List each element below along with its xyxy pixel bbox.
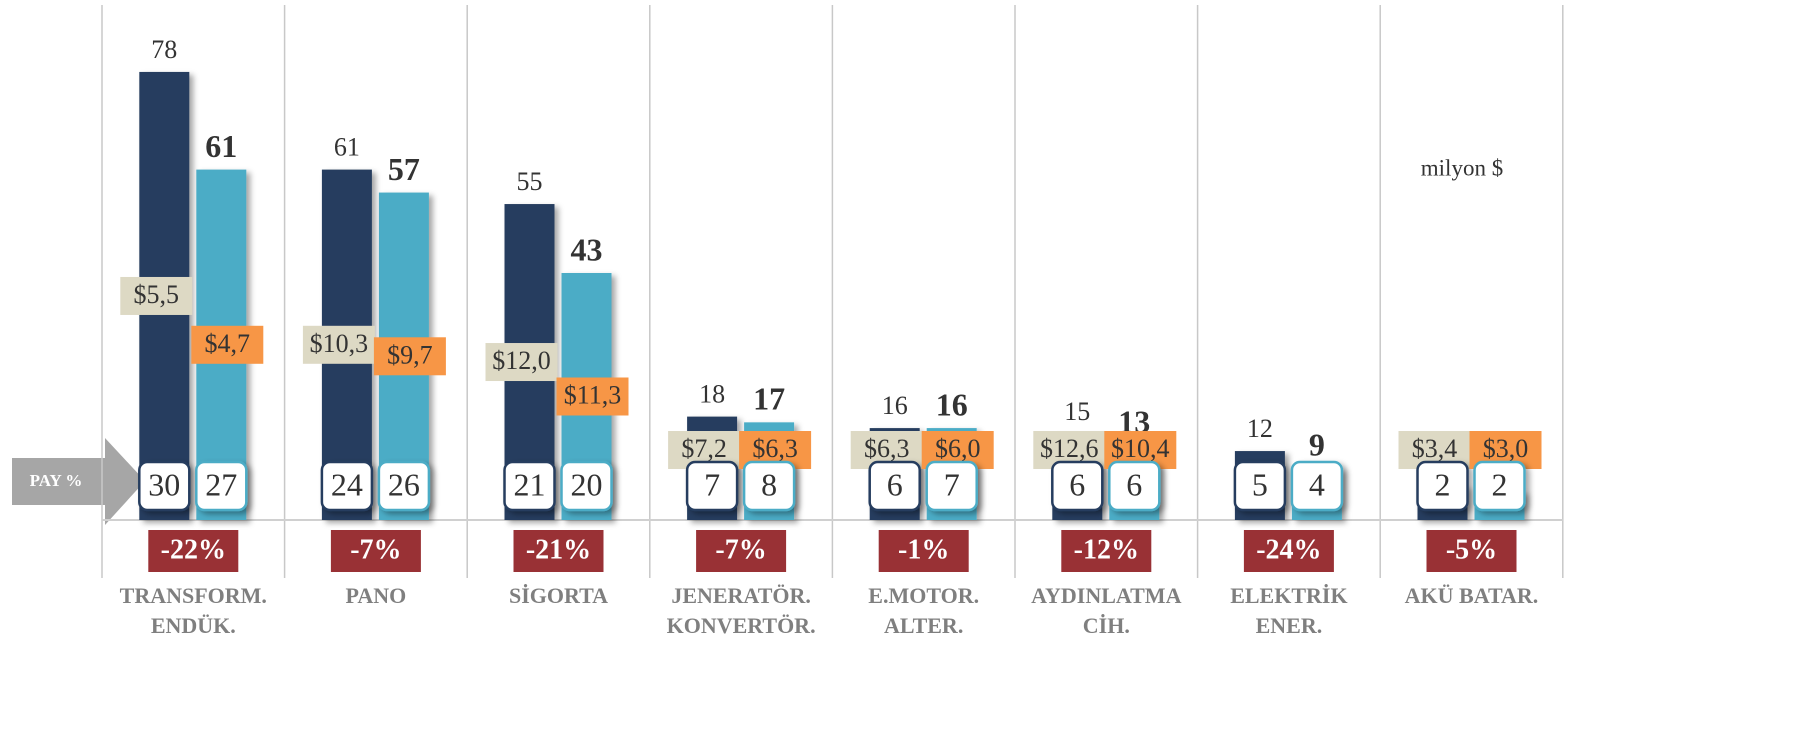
value-label: 16 [936,386,968,422]
share-box [1473,460,1526,512]
share-box [685,460,739,512]
share-label: 6 [1069,466,1085,502]
share-label: 2 [1435,466,1451,502]
price-label: $4,7 [205,329,251,358]
share-arrow [12,438,145,525]
category-label: PANO [345,583,407,608]
share-label: PAY % [30,471,83,490]
price-label: $12,0 [492,346,551,375]
share-label: 5 [1252,466,1268,502]
change-box [513,530,604,572]
price-label: $6,3 [864,434,910,463]
value-label: 16 [882,391,908,420]
share-box [1051,460,1104,512]
price-label: $10,4 [1111,434,1170,463]
share-label: 4 [1309,466,1325,502]
change-box [1243,530,1334,572]
change-label: -22% [161,534,226,565]
price-box [120,276,193,315]
price-label: $6,3 [752,434,798,463]
value-label: 43 [571,231,603,267]
category-label: TRANSFORM. ENDÜK. [119,583,267,638]
value-label: 61 [334,133,360,162]
value-label: 9 [1309,427,1325,463]
share-label: 8 [761,466,777,502]
share-label: 2 [1492,466,1508,502]
price-label: $6,0 [935,434,981,463]
share-label: 21 [514,466,546,502]
category-label: SİGORTA [508,583,609,608]
change-label: -1% [898,534,949,565]
share-label: 7 [704,466,720,502]
share-label: 30 [148,466,180,502]
price-label: $3,4 [1412,434,1458,463]
change-box [148,530,239,572]
category-label: ELEKTRİK ENER. [1230,583,1348,638]
share-box [1290,460,1344,512]
share-box [1233,460,1287,512]
share-label: 6 [887,466,903,502]
value-label: 57 [388,151,420,187]
change-box [878,530,969,572]
share-box [1416,460,1469,512]
price-label: $5,5 [134,280,180,309]
change-label: -24% [1256,534,1321,565]
value-label: 18 [699,380,725,409]
change-label: -12% [1074,534,1139,565]
price-box [556,377,629,416]
change-label: -7% [715,534,766,565]
share-box [560,460,613,512]
price-label: $12,6 [1040,434,1099,463]
value-label: 55 [517,167,543,196]
share-label: 7 [944,466,960,502]
share-label: 20 [571,466,603,502]
change-box [1426,530,1517,572]
price-label: $9,7 [387,340,433,369]
category-label: AYDINLATMA CİH. [1031,583,1182,638]
change-box [696,530,787,572]
share-box [138,460,191,512]
change-box [1061,530,1152,572]
price-box [191,325,264,364]
change-label: -7% [350,534,401,565]
value-label: 15 [1064,397,1090,426]
share-box [742,460,796,512]
annotation: milyon $ [1421,155,1503,180]
share-box [503,460,556,512]
category-label: JENERATÖR. KONVERTÖR. [666,583,816,638]
value-label: 17 [753,381,785,417]
share-label: 26 [388,466,420,502]
price-box [485,343,558,382]
share-box [925,460,978,512]
value-label: 61 [205,128,237,164]
price-box [302,325,375,364]
category-label: AKÜ BATAR. [1404,583,1539,608]
share-box [868,460,921,512]
price-box [373,337,446,376]
change-box [330,530,421,572]
price-label: $3,0 [1483,434,1529,463]
change-label: -5% [1446,534,1497,565]
price-label: $11,3 [564,380,622,409]
value-label: 12 [1247,414,1273,443]
category-label: E.MOTOR. ALTER. [868,583,980,638]
share-box [1108,460,1161,512]
price-label: $10,3 [310,329,369,358]
share-box [377,460,431,512]
share-label: 24 [331,466,363,502]
value-label: 78 [151,35,177,64]
share-label: 6 [1126,466,1142,502]
share-label: 27 [205,466,237,502]
price-label: $7,2 [681,434,727,463]
change-label: -21% [526,534,591,565]
share-box [320,460,374,512]
share-box [195,460,248,512]
